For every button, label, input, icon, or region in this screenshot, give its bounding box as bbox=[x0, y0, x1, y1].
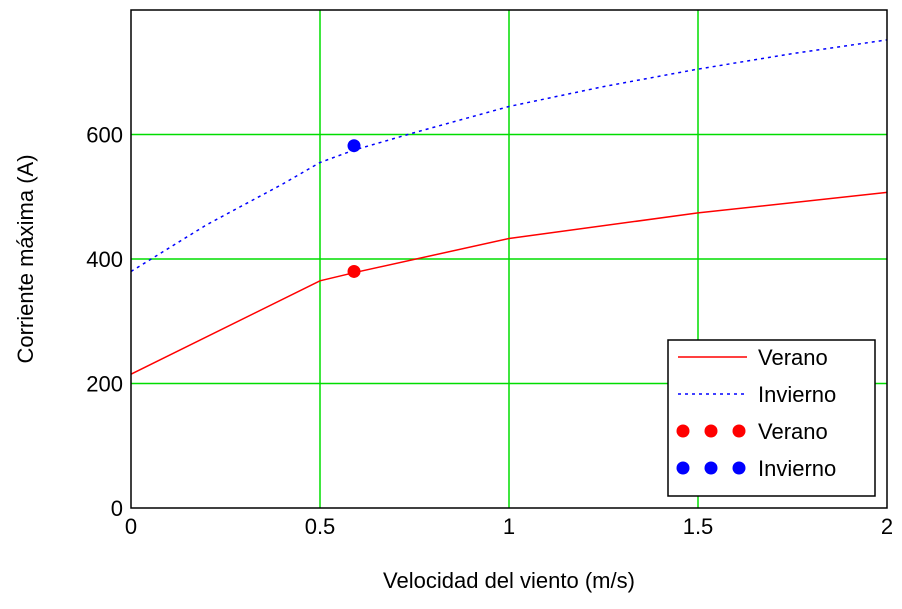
x-tick-label: 1 bbox=[503, 514, 515, 539]
legend-swatch-dot-verano bbox=[677, 425, 690, 438]
x-tick-label: 0.5 bbox=[305, 514, 336, 539]
x-axis-label: Velocidad del viento (m/s) bbox=[383, 568, 635, 593]
x-tick-label: 2 bbox=[881, 514, 893, 539]
x-tick-label: 0 bbox=[125, 514, 137, 539]
data-point-invierno bbox=[348, 139, 361, 152]
legend-swatch-dot-invierno bbox=[705, 462, 718, 475]
legend-label-invierno: Invierno bbox=[758, 456, 836, 481]
legend: Verano Invierno Verano Invierno bbox=[668, 340, 875, 496]
legend-label-invierno: Invierno bbox=[758, 382, 836, 407]
legend-swatch-dot-invierno bbox=[677, 462, 690, 475]
legend-label-verano: Verano bbox=[758, 419, 828, 444]
legend-label-verano: Verano bbox=[758, 345, 828, 370]
legend-swatch-dot-verano bbox=[733, 425, 746, 438]
legend-swatch-dot-invierno bbox=[733, 462, 746, 475]
y-tick-label: 0 bbox=[111, 496, 123, 521]
y-axis-label: Corriente máxima (A) bbox=[13, 154, 38, 363]
y-tick-label: 600 bbox=[86, 123, 123, 148]
y-tick-label: 400 bbox=[86, 247, 123, 272]
data-point-verano bbox=[348, 265, 361, 278]
legend-swatch-dot-verano bbox=[705, 425, 718, 438]
y-tick-label: 200 bbox=[86, 372, 123, 397]
x-tick-label: 1.5 bbox=[683, 514, 714, 539]
